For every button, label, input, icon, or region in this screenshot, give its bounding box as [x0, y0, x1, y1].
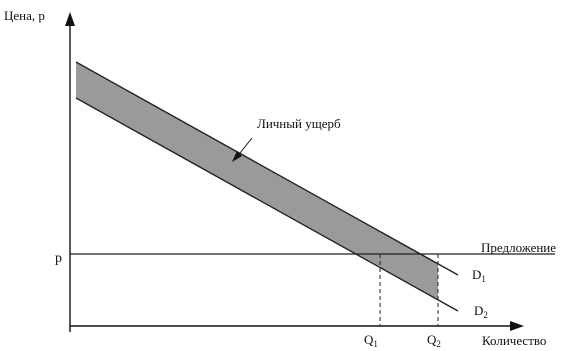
- price-tick-label: p: [55, 251, 62, 266]
- q2-tick-label: Q2: [427, 332, 441, 349]
- supply-label: Предложение: [481, 240, 556, 255]
- personal-loss-area: [76, 62, 438, 299]
- x-axis-label: Количество: [482, 333, 546, 348]
- personal-loss-label: Личный ущерб: [257, 116, 341, 131]
- personal-loss-arrow-icon: [232, 151, 242, 162]
- d1-curve: [75, 61, 459, 276]
- d1-label: D1: [472, 267, 486, 284]
- y-axis-arrow-icon: [65, 12, 75, 26]
- y-axis-label: Цена, р: [4, 8, 45, 23]
- q1-tick-label: Q1: [364, 332, 378, 349]
- d2-label: D2: [474, 303, 488, 320]
- d2-curve: [75, 97, 459, 312]
- x-axis-arrow-icon: [510, 321, 524, 331]
